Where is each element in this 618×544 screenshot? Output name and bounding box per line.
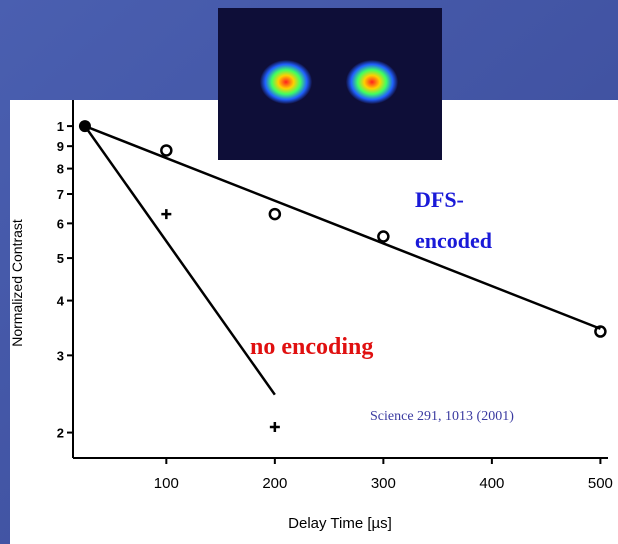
y-tick-label: 5 xyxy=(57,251,64,266)
inset-image xyxy=(218,8,442,160)
x-tick-label: 300 xyxy=(371,475,396,492)
y-tick-label: 6 xyxy=(57,216,64,231)
y-axis-label: Normalized Contrast xyxy=(9,219,25,347)
y-tick-label: 2 xyxy=(57,426,64,441)
x-axis-label: Delay Time [µs] xyxy=(288,515,392,532)
y-tick-label: 1 xyxy=(57,119,64,134)
annotation: no encoding xyxy=(250,334,373,360)
y-tick-label: 7 xyxy=(57,187,64,202)
x-tick-label: 500 xyxy=(588,475,613,492)
y-tick-label: 3 xyxy=(57,348,64,363)
ion-blob xyxy=(346,60,398,104)
annotation: DFS- xyxy=(415,187,464,212)
y-tick-label: 4 xyxy=(57,294,65,309)
y-tick-label: 8 xyxy=(57,162,64,177)
chart-panel xyxy=(10,100,618,544)
dot-marker xyxy=(79,120,91,132)
ion-blob xyxy=(260,60,312,104)
annotation: Science 291, 1013 (2001) xyxy=(370,409,514,424)
y-tick-label: 9 xyxy=(57,139,64,154)
inset-background xyxy=(218,8,442,160)
x-tick-label: 200 xyxy=(262,475,287,492)
slide: 1 9 8 7 6 5 4 3 2 100 200 300 400 500 Delay Time [µs] N… xyxy=(0,0,618,544)
annotation: encoded xyxy=(415,228,492,253)
x-tick-label: 400 xyxy=(479,475,504,492)
x-tick-label: 100 xyxy=(154,475,179,492)
